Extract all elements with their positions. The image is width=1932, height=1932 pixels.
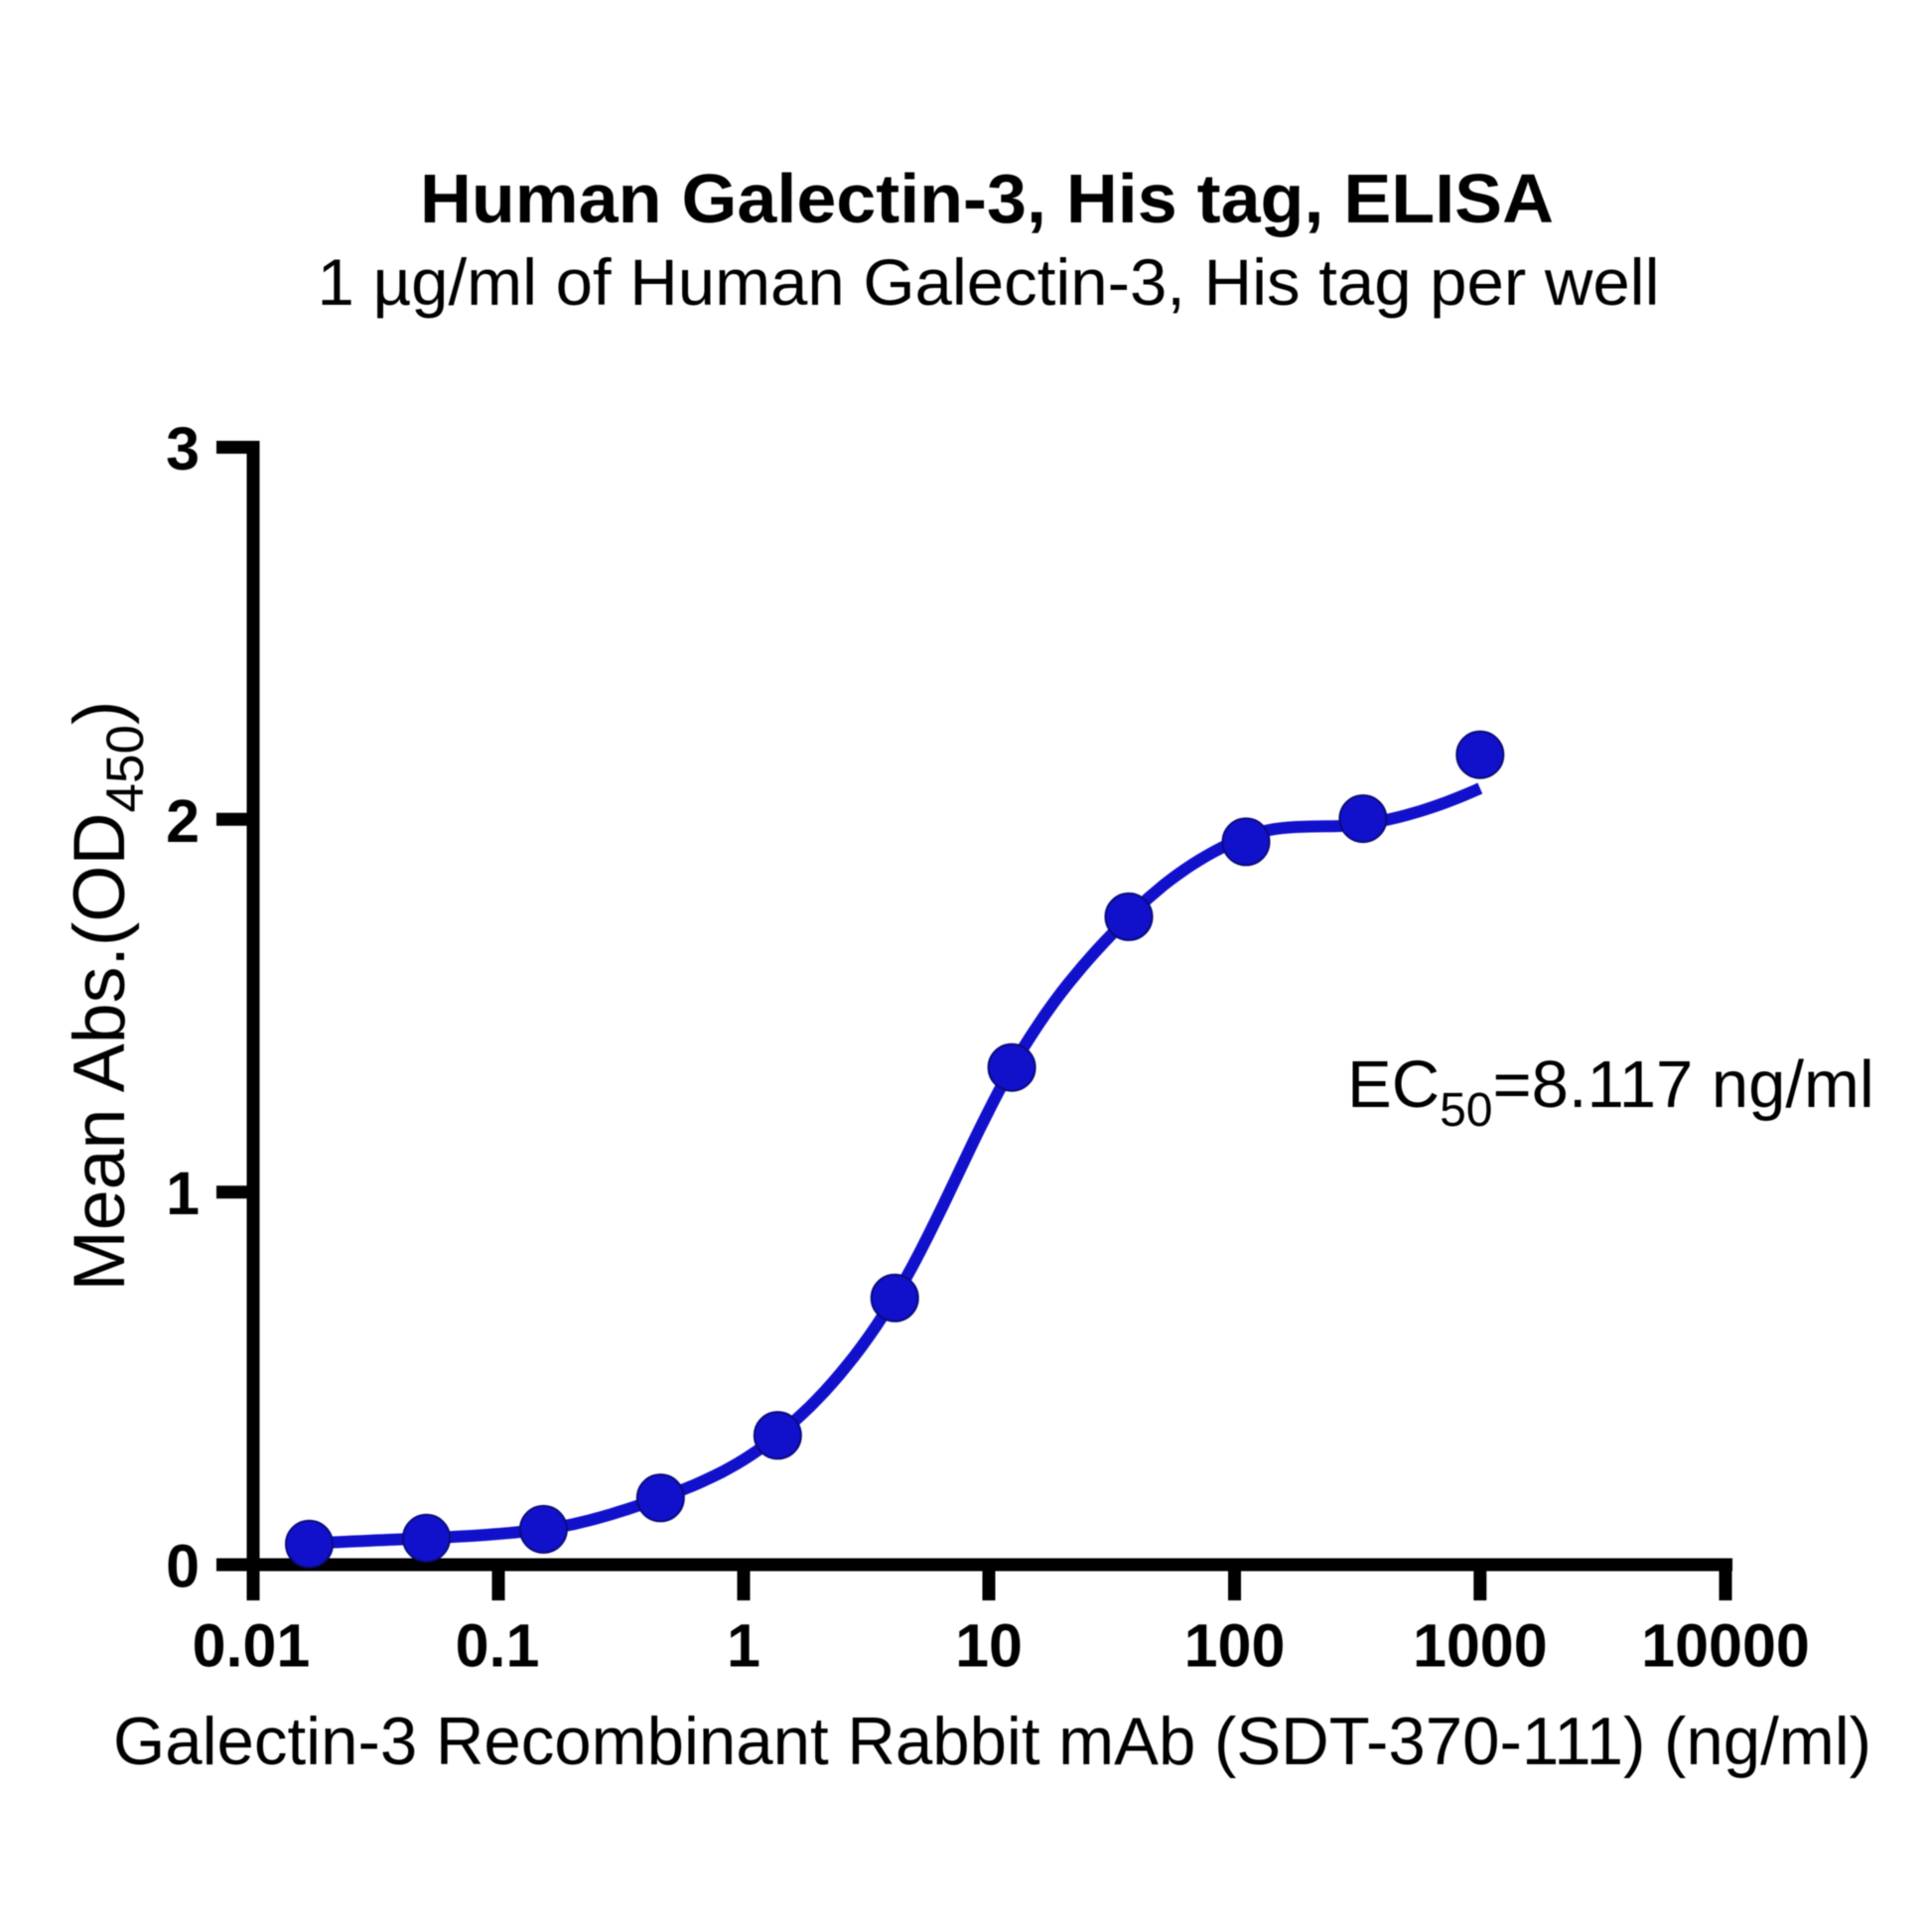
svg-text:10: 10: [955, 1612, 1023, 1680]
svg-text:0.01: 0.01: [193, 1612, 311, 1680]
svg-text:1: 1: [727, 1612, 760, 1680]
svg-text:1 µg/ml of Human Galectin-3, H: 1 µg/ml of Human Galectin-3, His tag per…: [318, 245, 1660, 319]
svg-text:Galectin-3 Recombinant Rabbit: Galectin-3 Recombinant Rabbit mAb (SDT-3…: [113, 1704, 1871, 1779]
svg-text:1: 1: [166, 1160, 200, 1227]
svg-text:100: 100: [1184, 1612, 1286, 1680]
svg-text:0: 0: [166, 1533, 200, 1600]
svg-text:3: 3: [166, 415, 200, 483]
svg-text:10000: 10000: [1641, 1612, 1810, 1680]
svg-text:2: 2: [166, 787, 200, 855]
svg-text:0.1: 0.1: [456, 1612, 540, 1680]
svg-text:1000: 1000: [1413, 1612, 1548, 1680]
svg-text:Mean Abs.(OD450): Mean Abs.(OD450): [58, 701, 155, 1292]
svg-text:Human Galectin-3, His tag, ELI: Human Galectin-3, His tag, ELISA: [420, 160, 1554, 237]
